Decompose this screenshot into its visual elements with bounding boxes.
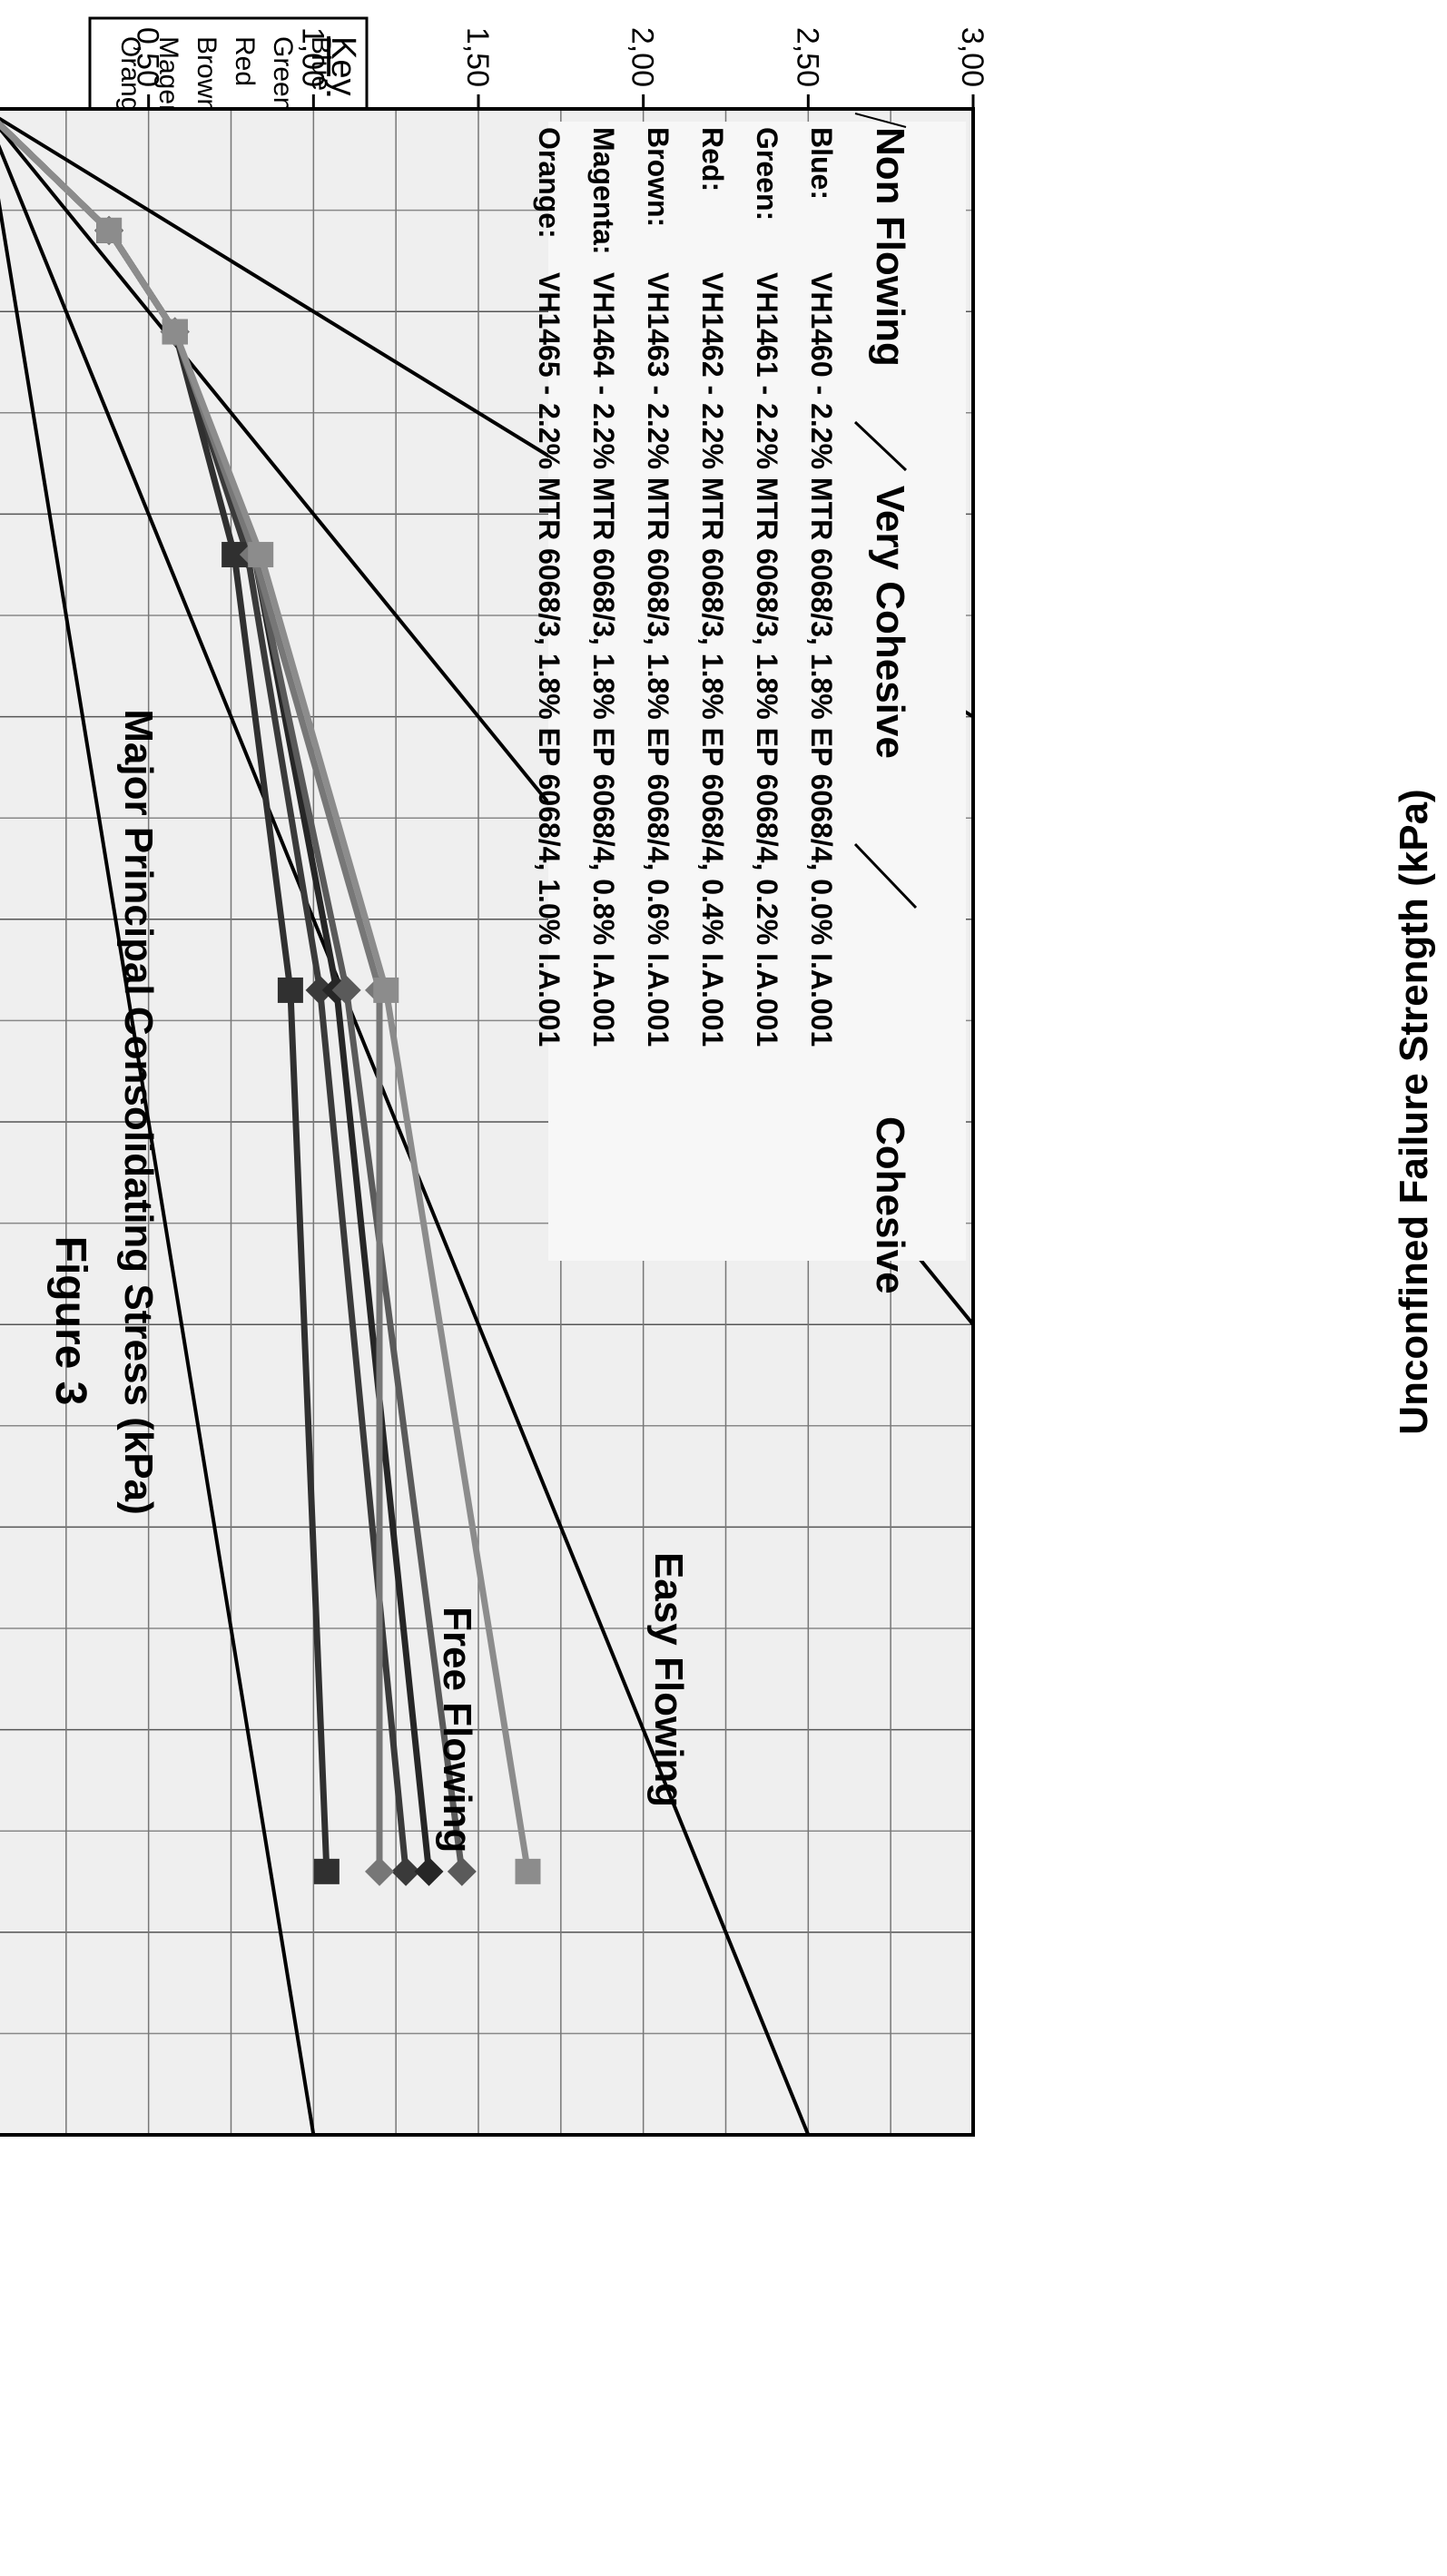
y-axis-title: Unconfined Failure Strength (kPa)	[1392, 789, 1436, 1434]
y-tick-label: 2,00	[625, 27, 660, 87]
legend-color-label: Orange:	[533, 127, 566, 239]
flow-boundary-line	[0, 109, 811, 2135]
region-divider	[853, 842, 918, 909]
data-point-marker	[305, 975, 335, 1005]
region-label-free-flowing: Free Flowing	[435, 1607, 479, 1853]
legend-color-label: Red:	[696, 127, 729, 192]
data-point-marker	[391, 1856, 421, 1886]
data-series	[0, 106, 541, 1886]
key-title: Key	[324, 36, 362, 95]
key-color-name: Blue	[306, 36, 336, 91]
legend-color-label: Blue:	[805, 127, 838, 200]
flow-boundary-line	[0, 109, 316, 2135]
data-point-marker	[414, 1856, 444, 1886]
data-point-marker	[313, 1858, 340, 1884]
plot-area: Blue: VH1460 - 2.2% MTR 6068/3, 1.8% EP 6…	[0, 106, 975, 2137]
y-tick-label: 1,50	[460, 27, 495, 87]
y-axis: 0,000,501,001,502,002,503,00	[131, 27, 989, 109]
legend-color-label: Green:	[751, 127, 783, 221]
data-point-marker	[162, 319, 188, 345]
region-label-cohesive: Cohesive	[868, 1116, 912, 1294]
figure-label: Figure 3	[46, 1236, 94, 1406]
legend-series-description: VH1464 - 2.2% MTR 6068/3, 1.8% EP 6068/4…	[587, 272, 620, 1047]
data-point-marker	[365, 1856, 394, 1886]
legend-series-description: VH1461 - 2.2% MTR 6068/3, 1.8% EP 6068/4…	[751, 272, 783, 1047]
region-label-very-cohesive: Very Cohesive	[868, 486, 912, 759]
region-divider	[854, 113, 907, 128]
key-color-name: Red	[230, 36, 260, 86]
legend-background	[548, 122, 966, 1261]
data-point-marker	[515, 1858, 541, 1884]
data-point-marker	[331, 975, 361, 1005]
data-point-marker	[447, 1856, 477, 1886]
data-point-marker	[96, 217, 123, 243]
series-legend: Blue: VH1460 - 2.2% MTR 6068/3, 1.8% EP 6…	[533, 127, 838, 1047]
series-line	[0, 106, 531, 1873]
data-point-marker	[248, 542, 274, 568]
legend-series-description: VH1460 - 2.2% MTR 6068/3, 1.8% EP 6068/4…	[805, 272, 838, 1047]
legend-series-description: VH1463 - 2.2% MTR 6068/3, 1.8% EP 6068/4…	[642, 272, 674, 1047]
key-color-name: Brown	[192, 36, 221, 113]
y-tick-label: 2,50	[790, 27, 824, 87]
y-tick-label: 1,00	[295, 27, 330, 87]
data-point-marker	[221, 542, 248, 568]
legend-color-label: Magenta:	[587, 127, 620, 254]
data-point-marker	[277, 977, 303, 1003]
x-axis-title: Major Principal Consolidating Stress (kP…	[116, 709, 161, 1515]
region-divider	[853, 420, 908, 472]
region-label-easy-flowing: Easy Flowing	[646, 1552, 691, 1807]
region-label-non-flowing: Non Flowing	[868, 127, 912, 367]
legend-series-description: VH1465 - 2.2% MTR 6068/3, 1.8% EP 6068/4…	[533, 272, 566, 1047]
data-point-marker	[373, 977, 399, 1003]
legend-series-description: VH1462 - 2.2% MTR 6068/3, 1.8% EP 6068/4…	[696, 272, 729, 1047]
y-tick-label: 0,50	[131, 27, 165, 87]
y-tick-label: 3,00	[955, 27, 989, 87]
key-color-name: Green	[268, 36, 298, 112]
legend-color-label: Brown:	[642, 127, 674, 227]
